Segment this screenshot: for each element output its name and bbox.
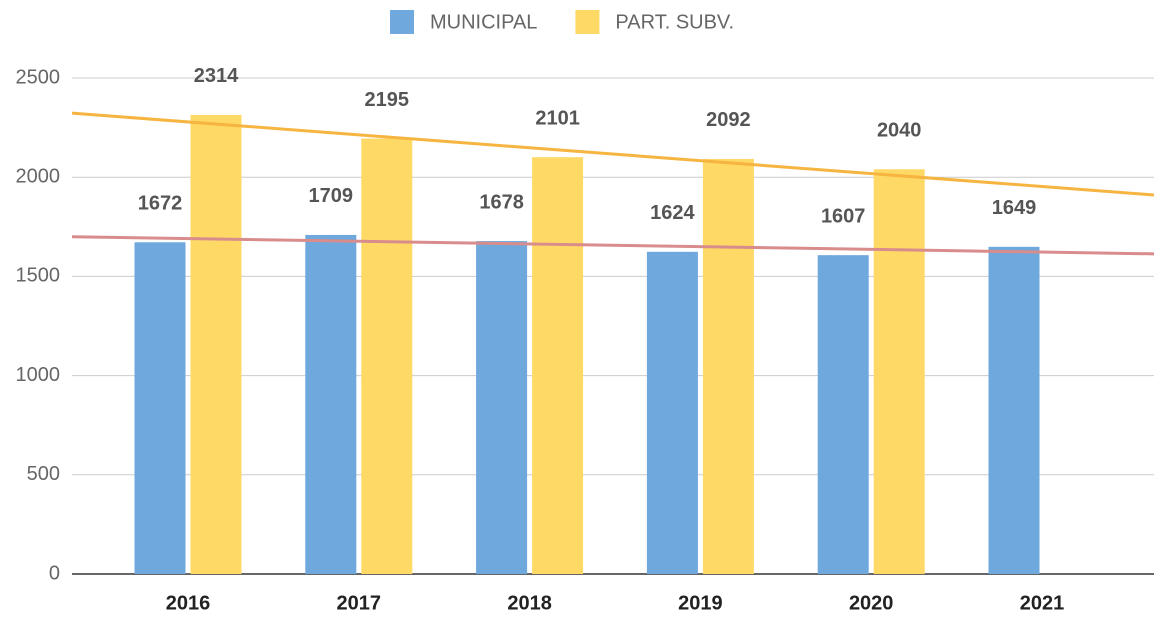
value-label: 1672 <box>138 193 183 215</box>
x-tick-label: 2019 <box>678 592 723 614</box>
value-label: 1624 <box>650 202 695 224</box>
bar <box>702 158 754 574</box>
bar <box>988 246 1040 575</box>
legend-swatch <box>575 10 600 34</box>
value-label: 1678 <box>479 191 524 213</box>
value-label: 2040 <box>877 120 922 142</box>
x-tick-label: 2021 <box>1020 592 1065 614</box>
bar <box>646 251 698 574</box>
trend-line <box>71 235 1154 256</box>
bar <box>190 114 242 574</box>
value-label: 2092 <box>706 109 751 131</box>
x-tick-label: 2020 <box>849 592 894 614</box>
legend-label: MUNICIPAL <box>430 11 537 33</box>
bar <box>532 157 584 574</box>
y-tick-label: 2500 <box>16 66 61 88</box>
bar <box>476 241 528 575</box>
bar <box>305 234 357 575</box>
value-label: 1607 <box>821 205 866 227</box>
value-label: 2314 <box>194 65 239 87</box>
y-tick-label: 1000 <box>16 364 61 386</box>
trend-line <box>71 111 1154 197</box>
value-label: 2195 <box>365 89 410 111</box>
y-tick-label: 2000 <box>16 165 61 187</box>
bar <box>817 255 869 574</box>
bar <box>873 169 925 574</box>
legend-swatch <box>390 10 414 34</box>
value-label: 2101 <box>535 107 580 129</box>
value-label: 1709 <box>309 185 354 207</box>
value-label: 1649 <box>992 197 1037 219</box>
y-tick-label: 500 <box>27 463 60 485</box>
x-tick-label: 2017 <box>337 592 382 614</box>
legend-label: PART. SUBV. <box>615 11 734 33</box>
bar <box>134 242 186 574</box>
x-tick-label: 2018 <box>507 592 552 614</box>
y-tick-label: 1500 <box>16 265 61 287</box>
y-tick-label: 0 <box>49 562 60 584</box>
x-tick-label: 2016 <box>166 592 211 614</box>
bar <box>361 138 413 574</box>
